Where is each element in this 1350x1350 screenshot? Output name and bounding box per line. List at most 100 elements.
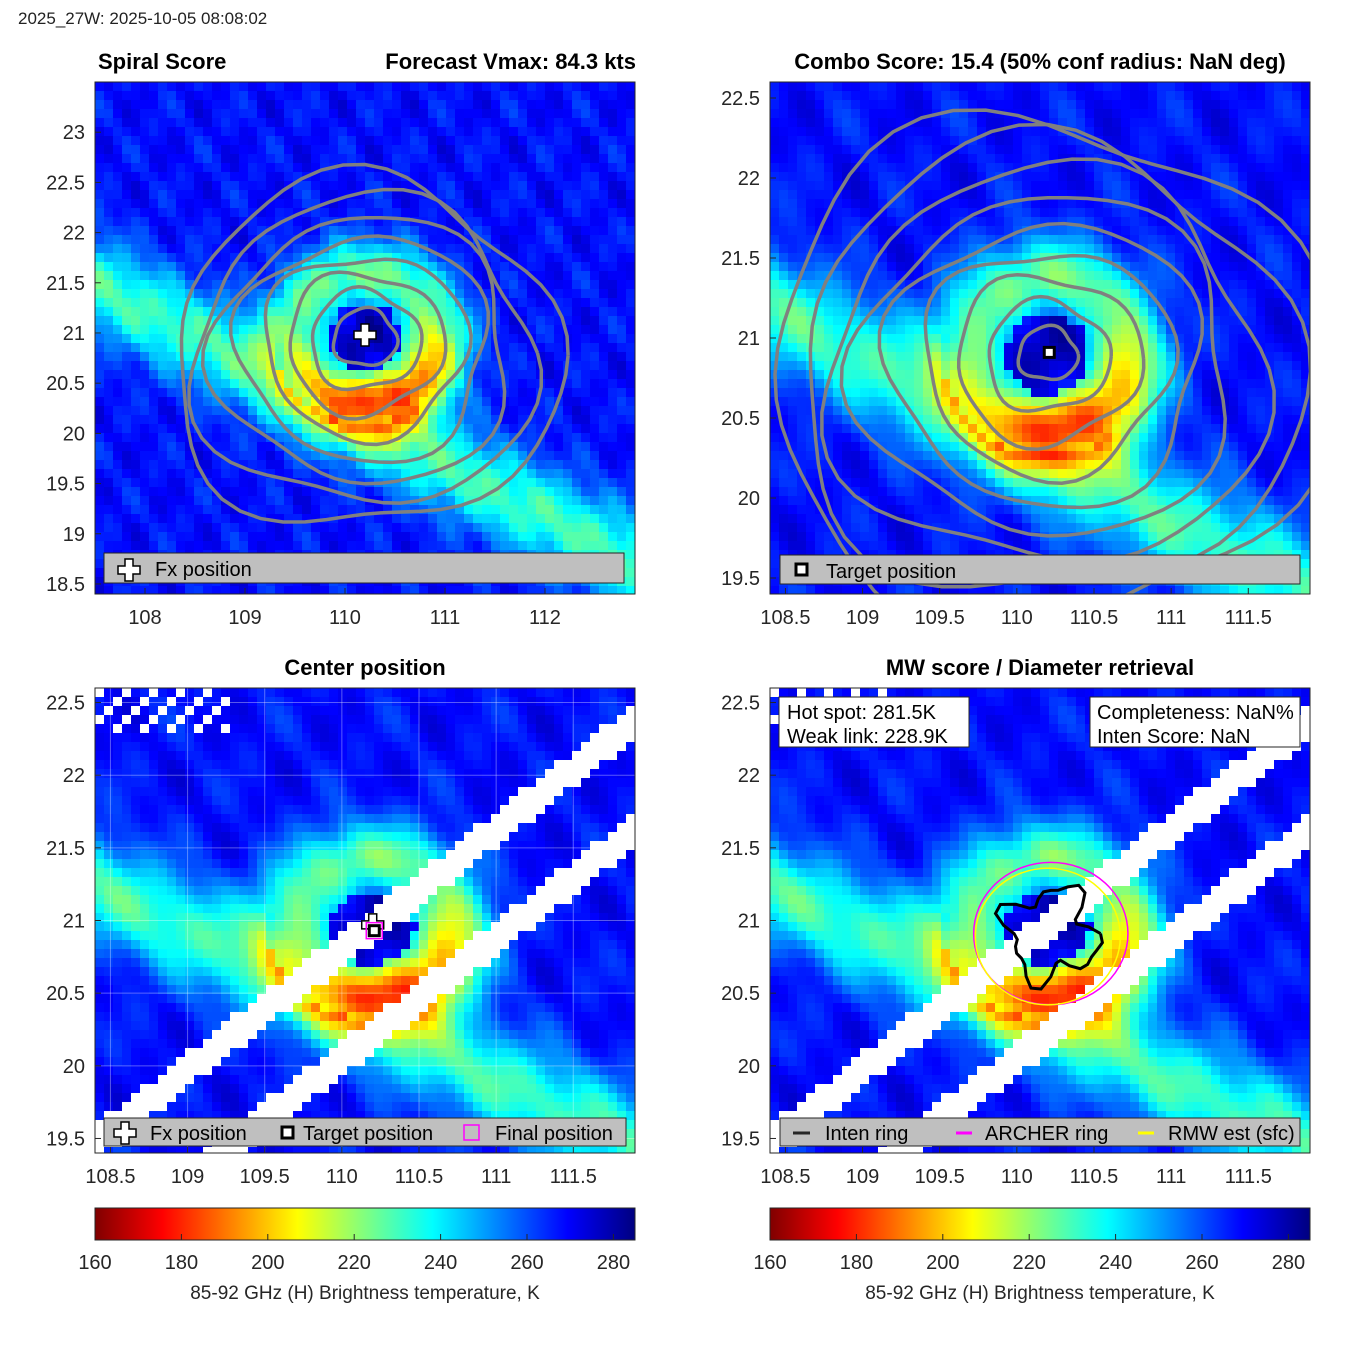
center-x-ticks: 108.5 109 109.5 110 110.5 111 111.5 xyxy=(85,1147,597,1188)
contour-line xyxy=(229,234,490,465)
y-tick-label: 20 xyxy=(738,1056,760,1078)
y-tick-label: 23 xyxy=(63,122,85,144)
colorbar-tick-label: 180 xyxy=(840,1252,873,1274)
combo-y-ticks: 19.5 20 20.5 21 21.5 22 22.5 xyxy=(721,88,776,590)
x-tick-label: 109.5 xyxy=(240,1166,290,1188)
contour-line xyxy=(187,187,544,505)
tb-heatmap xyxy=(95,688,635,1153)
fx-marker-icon xyxy=(117,558,141,582)
x-tick-label: 109 xyxy=(228,607,261,629)
center-legend: Fx position Target position Final positi… xyxy=(103,1117,627,1147)
completeness-text: Completeness: NaN% xyxy=(1097,702,1294,724)
colorbar-label: 85-92 GHz (H) Brightness temperature, K xyxy=(190,1283,540,1304)
hot-spot-text: Hot spot: 281.5K xyxy=(787,702,937,724)
x-tick-label: 109 xyxy=(171,1166,204,1188)
spiral-legend: Fx position xyxy=(103,552,625,584)
y-tick-label: 22 xyxy=(63,765,85,787)
x-tick-label: 109.5 xyxy=(915,607,965,629)
inten-ring xyxy=(993,883,1105,991)
x-tick-label: 111 xyxy=(430,607,460,629)
contour-line xyxy=(956,272,1146,452)
legend-inten-ring: Inten ring xyxy=(825,1123,908,1145)
x-tick-label: 111 xyxy=(1156,607,1186,629)
legend-archer-ring: ARCHER ring xyxy=(985,1123,1108,1145)
x-tick-label: 108.5 xyxy=(760,1166,810,1188)
colorbar-tick-label: 240 xyxy=(1099,1252,1132,1274)
x-tick-label: 108.5 xyxy=(85,1166,135,1188)
center-y-ticks: 19.5 20 20.5 21 21.5 22 22.5 xyxy=(46,693,101,1150)
combo-x-ticks: 108.5 109 109.5 110 110.5 111 111.5 xyxy=(760,588,1272,629)
x-tick-label: 110.5 xyxy=(1070,1166,1119,1188)
y-tick-label: 21.5 xyxy=(46,273,85,295)
x-tick-label: 111.5 xyxy=(550,1166,597,1188)
colorbar-tick-label: 200 xyxy=(251,1252,284,1274)
spiral-score-panel: Spiral Score Forecast Vmax: 84.3 kts 18.… xyxy=(46,49,636,629)
contour-line xyxy=(923,253,1180,485)
y-tick-label: 20.5 xyxy=(46,983,85,1005)
combo-title: Combo Score: 15.4 (50% conf radius: NaN … xyxy=(794,49,1285,74)
colorbar-tick-label: 200 xyxy=(926,1252,959,1274)
y-tick-label: 18.5 xyxy=(46,574,85,596)
mw-x-ticks: 108.5 109 109.5 110 110.5 111 111.5 xyxy=(760,1147,1272,1188)
colorbar-right: 160 180 200 220 240 260 280 85-92 GHz (H) Brig… xyxy=(753,1207,1311,1304)
colorbar-tick-label: 280 xyxy=(1272,1252,1305,1274)
fx-marker-icon xyxy=(113,1121,137,1145)
y-tick-label: 22.5 xyxy=(721,693,760,715)
final-position-marker xyxy=(365,921,384,940)
x-tick-label: 111 xyxy=(481,1166,511,1188)
colorbar-tick-label: 180 xyxy=(165,1252,198,1274)
combo-legend: Target position xyxy=(779,554,1301,585)
x-tick-label: 112 xyxy=(529,607,561,629)
y-tick-label: 22.5 xyxy=(46,693,85,715)
colorbar-gradient xyxy=(769,1207,1311,1241)
contour-line xyxy=(1016,323,1081,382)
y-tick-label: 19.5 xyxy=(46,474,85,496)
legend-rmw: RMW est (sfc) xyxy=(1168,1123,1295,1145)
y-tick-label: 22 xyxy=(63,223,85,245)
combo-plot-area xyxy=(770,82,1310,594)
y-tick-label: 21 xyxy=(63,911,85,933)
center-title: Center position xyxy=(284,655,445,680)
tb-heatmap xyxy=(770,688,1310,1153)
completeness-box: Completeness: NaN% Inten Score: NaN xyxy=(1089,696,1301,748)
combo-score-panel: Combo Score: 15.4 (50% conf radius: NaN … xyxy=(721,49,1311,629)
spiral-axes-box xyxy=(94,81,636,595)
x-tick-label: 110.5 xyxy=(1070,607,1119,629)
y-tick-label: 20 xyxy=(63,1056,85,1078)
contour-line xyxy=(987,294,1113,413)
marker-layer xyxy=(1042,345,1056,359)
y-tick-label: 20.5 xyxy=(46,373,85,395)
y-tick-label: 21.5 xyxy=(46,838,85,860)
x-tick-label: 109.5 xyxy=(915,1166,965,1188)
legend-target-label: Target position xyxy=(303,1123,433,1145)
x-tick-label: 111 xyxy=(1156,1166,1186,1188)
target-marker-icon xyxy=(280,1125,295,1140)
colorbar-left: 160 180 200 220 240 260 280 85-92 GHz (H) Brig… xyxy=(78,1207,636,1304)
mw-title: MW score / Diameter retrieval xyxy=(886,655,1194,680)
y-tick-label: 21.5 xyxy=(721,248,760,270)
colorbar-tick-label: 280 xyxy=(597,1252,630,1274)
contour-line xyxy=(877,221,1204,510)
ring-overlay xyxy=(972,861,1129,1006)
legend-final-label: Final position xyxy=(495,1123,613,1145)
colorbar-label: 85-92 GHz (H) Brightness temperature, K xyxy=(865,1283,1215,1304)
y-tick-label: 20 xyxy=(738,488,760,510)
x-tick-label: 108 xyxy=(128,607,161,629)
forecast-vmax-title: Forecast Vmax: 84.3 kts xyxy=(385,49,636,74)
y-tick-label: 20.5 xyxy=(721,408,760,430)
x-tick-label: 110.5 xyxy=(395,1166,444,1188)
spiral-title: Spiral Score xyxy=(98,49,226,74)
y-tick-label: 19.5 xyxy=(721,1128,760,1150)
contour-line xyxy=(839,195,1227,538)
contour-line xyxy=(200,215,507,486)
spiral-plot-area xyxy=(95,82,635,594)
hot-spot-box: Hot spot: 281.5K Weak link: 228.9K xyxy=(778,696,970,748)
colorbar-tick-label: 220 xyxy=(1013,1252,1046,1274)
center-position-panel: Center position 19.5 20 20.5 21 21.5 22 22.5 1… xyxy=(46,655,636,1188)
contour-line xyxy=(263,257,473,447)
colorbar-tick-label: 260 xyxy=(510,1252,543,1274)
y-tick-label: 19 xyxy=(63,524,85,546)
timestamp: 2025_27W: 2025-10-05 08:08:02 xyxy=(18,9,267,28)
colorbar-ticks: 160 180 200 220 240 260 280 xyxy=(78,1234,630,1274)
spiral-x-ticks: 108 109 110 111 112 xyxy=(128,588,561,629)
